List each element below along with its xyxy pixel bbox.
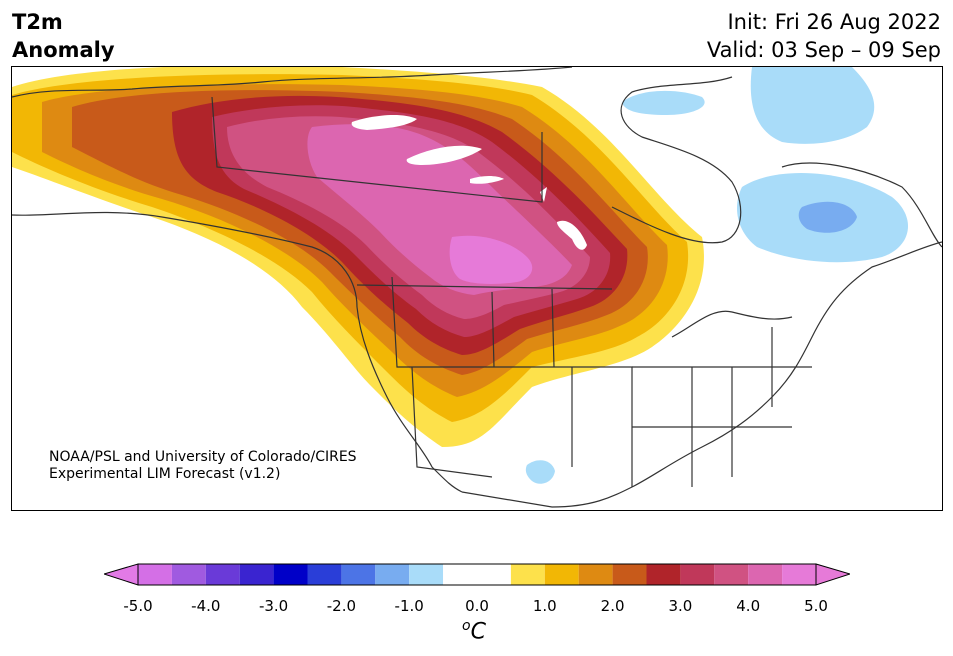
forecast-credit: NOAA/PSL and University of Colorado/CIRE… [49,449,357,483]
colorbar-tick-label: 1.0 [532,597,557,615]
colorbar-tick-label: 0.0 [465,597,489,615]
credit-line-2: Experimental LIM Forecast (v1.2) [49,466,281,482]
units-label: oC [462,618,486,644]
colorbar-box [375,564,410,585]
colorbar-box [205,564,240,585]
colorbar-box [612,564,647,585]
colorbar-tick-label: 5.0 [804,597,828,615]
valid-dates: Valid: 03 Sep – 09 Sep [706,38,941,62]
colorbar-tick-label: 4.0 [736,597,761,615]
anomaly-map: NOAA/PSL and University of Colorado/CIRE… [11,66,943,511]
colorbar-box [748,564,783,585]
colorbar-box [782,564,816,585]
colorbar-box [307,564,342,585]
init-date: Init: Fri 26 Aug 2022 [727,10,941,34]
forecast-dates: Init: Fri 26 Aug 2022 Valid: 03 Sep – 09… [707,8,941,64]
colorbar-box [544,564,579,585]
colorbar-svg [102,563,852,586]
colorbar-tick-label: -2.0 [326,597,357,615]
coastlines-borders [12,67,942,508]
colorbar-box [443,564,477,585]
title-line-1: T2m [12,10,63,34]
colorbar-boxes [138,564,816,585]
units-base: C [470,619,486,645]
map-svg [12,67,942,510]
colorbar-tick-label: -3.0 [258,597,289,615]
lakes [351,115,587,250]
colorbar-box [239,564,274,585]
colorbar-box [171,564,206,585]
colorbar-box [477,564,511,585]
colorbar-extend-max [815,563,852,586]
colorbar-box [510,564,545,585]
map-title: T2m Anomaly [12,8,115,64]
colorbar-box [138,564,172,585]
colorbar-box [409,564,444,585]
cool-anomaly-contours [525,67,909,484]
title-line-2: Anomaly [12,38,115,62]
colorbar-box [646,564,681,585]
warm-anomaly-contours [12,67,704,447]
colorbar-tick-label: -5.0 [123,597,153,615]
colorbar-tick-label: -1.0 [394,597,424,615]
colorbar-box [578,564,613,585]
units-degree: o [462,618,471,634]
colorbar-box [714,564,749,585]
colorbar-tick-label: 2.0 [600,597,625,615]
colorbar-box [341,564,376,585]
colorbar-box [273,564,308,585]
colorbar-tick-label: 3.0 [668,597,693,615]
colorbar-extend-min [102,563,139,586]
credit-line-1: NOAA/PSL and University of Colorado/CIRE… [49,449,357,465]
colorbar-tick-label: -4.0 [191,597,221,615]
colorbar-box [680,564,715,585]
colorbar [102,563,852,593]
